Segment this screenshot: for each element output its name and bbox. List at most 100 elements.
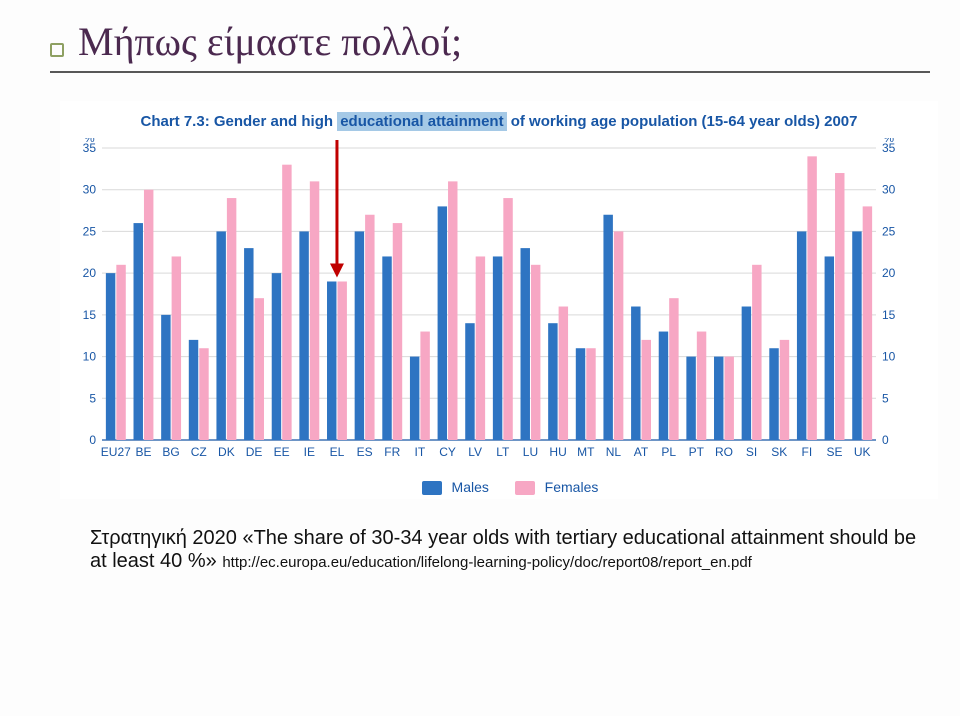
legend-swatch-females [515,481,535,495]
bar [382,256,391,440]
bar [825,256,834,440]
svg-text:EU27: EU27 [101,445,131,459]
bar [134,223,143,440]
svg-text:25: 25 [83,224,97,238]
bar [586,348,595,440]
bar [438,206,447,440]
bar [503,198,512,440]
bar [161,315,170,440]
chart-title-prefix: Chart 7.3: Gender and high [141,113,338,130]
bar [199,348,208,440]
svg-text:5: 5 [89,391,96,405]
caption: Στρατηγική 2020 «The share of 30-34 year… [90,527,920,573]
svg-text:30: 30 [83,183,97,197]
svg-text:15: 15 [83,308,97,322]
bar [548,323,557,440]
chart-container: Chart 7.3: Gender and high educational a… [60,101,938,499]
bar [282,165,291,440]
bar [337,281,346,440]
svg-text:NL: NL [606,445,622,459]
svg-text:CY: CY [439,445,456,459]
svg-text:BE: BE [135,445,151,459]
bar [448,181,457,440]
svg-text:EL: EL [330,445,345,459]
svg-text:LU: LU [523,445,538,459]
bar [742,307,751,440]
svg-text:SE: SE [827,445,843,459]
svg-text:PT: PT [689,445,705,459]
bar [697,332,706,440]
bar [797,231,806,440]
svg-text:AT: AT [634,445,649,459]
svg-text:BG: BG [162,445,179,459]
svg-text:0: 0 [882,433,889,447]
bar [531,265,540,440]
svg-text:0: 0 [89,433,96,447]
svg-text:RO: RO [715,445,733,459]
bar [603,215,612,440]
title-bullet [50,43,64,57]
svg-text:PL: PL [661,445,676,459]
chart-plot: 0055101015152020252530303535%%EU27BEBGCZ… [64,138,934,473]
bar [410,357,419,440]
svg-text:10: 10 [882,350,896,364]
svg-text:SK: SK [771,445,787,459]
legend-label-males: Males [452,479,489,495]
bar [724,357,733,440]
chart-title-suffix: of working age population (15-64 year ol… [507,113,858,130]
svg-text:IT: IT [415,445,426,459]
svg-text:FR: FR [384,445,400,459]
svg-text:15: 15 [882,308,896,322]
bar [189,340,198,440]
svg-text:ES: ES [357,445,373,459]
svg-text:HU: HU [549,445,566,459]
bar [686,357,695,440]
bar [863,206,872,440]
chart-title: Chart 7.3: Gender and high educational a… [64,113,934,130]
svg-text:MT: MT [577,445,595,459]
bar [476,256,485,440]
svg-text:5: 5 [882,391,889,405]
svg-text:DK: DK [218,445,235,459]
bar [106,273,115,440]
bar [355,231,364,440]
svg-text:25: 25 [882,224,896,238]
bar [116,265,125,440]
bar [852,231,861,440]
bar [420,332,429,440]
bar [144,190,153,440]
chart-legend: Males Females [64,479,934,495]
legend-label-females: Females [545,479,599,495]
bar [244,248,253,440]
bar [493,256,502,440]
bar [769,348,778,440]
svg-text:EE: EE [274,445,290,459]
svg-text:IE: IE [304,445,315,459]
svg-text:DE: DE [246,445,263,459]
page-title: Μήπως είμαστε πολλοί; [78,18,462,65]
chart-title-highlight: educational attainment [337,112,506,131]
bar [576,348,585,440]
bar [393,223,402,440]
bar [659,332,668,440]
svg-text:30: 30 [882,183,896,197]
bar [631,307,640,440]
svg-text:LV: LV [468,445,482,459]
bar [521,248,530,440]
title-row: Μήπως είμαστε πολλοί; [50,18,930,73]
svg-text:CZ: CZ [191,445,207,459]
bar [299,231,308,440]
svg-text:%: % [84,138,95,145]
bar [327,281,336,440]
bar [642,340,651,440]
svg-text:FI: FI [802,445,813,459]
bar [807,156,816,440]
bar [559,307,568,440]
bar [614,231,623,440]
bar [669,298,678,440]
bar [365,215,374,440]
svg-text:UK: UK [854,445,871,459]
bar [227,198,236,440]
bar [255,298,264,440]
bar [272,273,281,440]
